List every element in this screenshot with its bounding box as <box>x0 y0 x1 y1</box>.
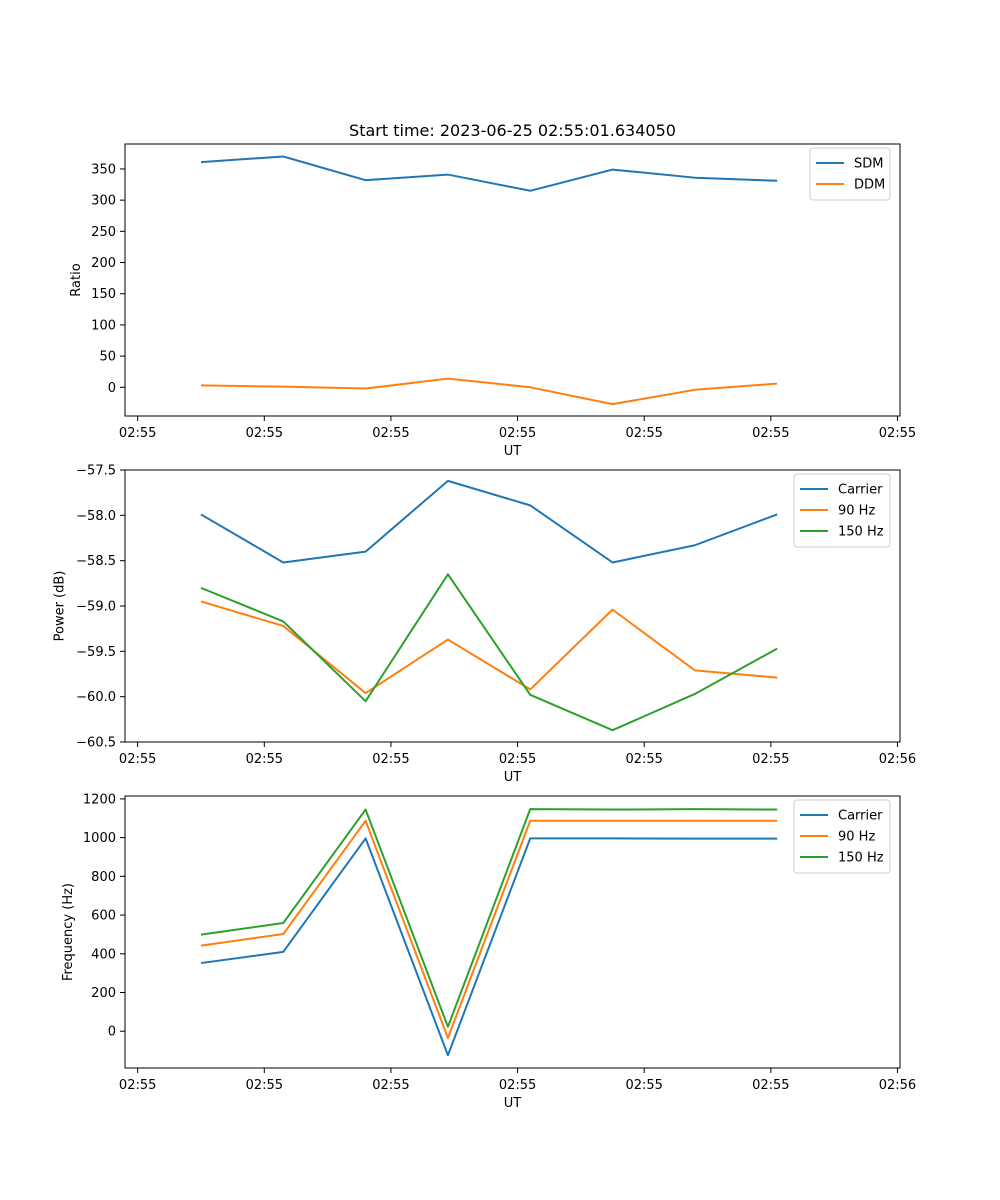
x-tick-label: 02:55 <box>119 752 156 767</box>
legend-label: SDM <box>854 157 883 172</box>
series-line-150-hz <box>200 573 778 732</box>
x-tick-label: 02:55 <box>625 752 662 767</box>
x-tick-label: 02:55 <box>372 1078 409 1093</box>
y-tick-label: −57.5 <box>76 464 116 479</box>
x-tick-label: 02:55 <box>499 1078 536 1093</box>
legend-label: 90 Hz <box>838 504 875 519</box>
y-tick-label: 600 <box>91 909 116 924</box>
subplot-2: 02:55 02:55 02:55 02:55 02:55 02:55 02:56 −60.5… <box>53 464 917 786</box>
legend: SDM DDM <box>809 147 891 201</box>
series-line-ddm <box>200 377 778 406</box>
x-tick-label: 02:55 <box>625 1078 662 1093</box>
y-tick-label: −59.5 <box>76 645 116 660</box>
x-tick-label: 02:55 <box>752 426 789 441</box>
legend-label: 90 Hz <box>838 830 875 845</box>
y-axis-label: Frequency (Hz) <box>61 883 76 981</box>
x-tick-label: 02:55 <box>246 1078 283 1093</box>
x-tick-label: 02:55 <box>752 1078 789 1093</box>
plot-title: Start time: 2023-06-25 02:55:01.634050 <box>349 121 676 140</box>
x-tick-label: 02:56 <box>879 752 916 767</box>
axes-frame <box>124 795 901 1069</box>
x-tick-label: 02:55 <box>372 426 409 441</box>
y-tick-label: 50 <box>99 350 116 365</box>
y-tick-label: 200 <box>91 256 116 271</box>
legend-label: Carrier <box>838 809 883 824</box>
y-tick-label: 0 <box>108 1025 116 1040</box>
y-tick-label: −60.0 <box>76 690 116 705</box>
subplot-1: 02:55 02:55 02:55 02:55 02:55 02:55 02:55 0 50 10… <box>69 143 916 459</box>
y-tick-label: 150 <box>91 287 116 302</box>
y-tick-label: −60.5 <box>76 736 116 751</box>
legend-box <box>793 799 891 874</box>
y-tick-label: 800 <box>91 870 116 885</box>
legend: Carrier 90 Hz 150 Hz <box>793 799 891 874</box>
legend-label: DDM <box>854 178 885 193</box>
y-tick-label: 350 <box>91 162 116 177</box>
series-line-90-hz <box>200 819 778 1039</box>
y-tick-label: 0 <box>108 381 116 396</box>
x-tick-label: 02:56 <box>879 1078 916 1093</box>
subplot-3: 02:55 02:55 02:55 02:55 02:55 02:55 02:56 0 200 4… <box>61 792 916 1111</box>
y-axis-label: Ratio <box>69 263 84 296</box>
x-tick-label: 02:55 <box>246 752 283 767</box>
x-tick-label: 02:55 <box>499 752 536 767</box>
y-tick-label: 1000 <box>83 831 116 846</box>
y-tick-label: 100 <box>91 318 116 333</box>
x-tick-label: 02:55 <box>499 426 536 441</box>
x-tick-label: 02:55 <box>625 426 662 441</box>
x-tick-label: 02:55 <box>372 752 409 767</box>
x-axis-label: UT <box>504 444 522 459</box>
legend-label: 150 Hz <box>838 525 884 540</box>
series-line-90-hz <box>200 600 778 695</box>
axes-frame <box>124 143 901 417</box>
y-tick-label: 200 <box>91 986 116 1001</box>
y-tick-label: 1200 <box>83 792 116 807</box>
legend-box <box>793 473 891 548</box>
x-tick-label: 02:55 <box>246 426 283 441</box>
x-tick-label: 02:55 <box>879 426 916 441</box>
series-line-sdm <box>200 155 778 192</box>
x-axis-label: UT <box>504 1096 522 1111</box>
legend-label: 150 Hz <box>838 851 884 866</box>
series-line-carrier <box>200 479 778 564</box>
legend: Carrier 90 Hz 150 Hz <box>793 473 891 548</box>
legend-box <box>809 147 891 201</box>
y-tick-label: −59.0 <box>76 600 116 615</box>
y-tick-label: −58.5 <box>76 554 116 569</box>
x-tick-label: 02:55 <box>752 752 789 767</box>
series-line-carrier <box>200 837 778 1057</box>
y-tick-label: −58.0 <box>76 509 116 524</box>
x-axis-label: UT <box>504 770 522 785</box>
x-tick-label: 02:55 <box>119 1078 156 1093</box>
axes-frame <box>124 469 901 743</box>
y-axis-label: Power (dB) <box>53 571 68 642</box>
x-tick-label: 02:55 <box>119 426 156 441</box>
legend-label: Carrier <box>838 483 883 498</box>
y-tick-label: 300 <box>91 194 116 209</box>
y-tick-label: 400 <box>91 947 116 962</box>
series-line-150-hz <box>200 808 778 1028</box>
y-tick-label: 250 <box>91 225 116 240</box>
